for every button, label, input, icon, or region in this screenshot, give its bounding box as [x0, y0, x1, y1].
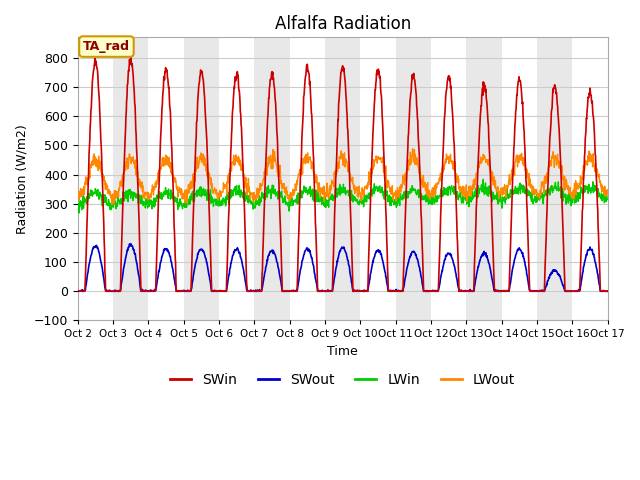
Bar [148, 37, 184, 321]
Legend: SWin, SWout, LWin, LWout: SWin, SWout, LWin, LWout [165, 368, 520, 393]
Title: Alfalfa Radiation: Alfalfa Radiation [275, 15, 411, 33]
Bar [325, 37, 360, 321]
Bar [184, 37, 219, 321]
Text: TA_rad: TA_rad [83, 40, 130, 53]
Y-axis label: Radiation (W/m2): Radiation (W/m2) [15, 124, 28, 234]
X-axis label: Time: Time [327, 345, 358, 358]
Bar [431, 37, 467, 321]
Bar [219, 37, 254, 321]
Bar [467, 37, 502, 321]
Bar [396, 37, 431, 321]
Bar [290, 37, 325, 321]
Bar [572, 37, 608, 321]
Bar [537, 37, 572, 321]
Bar [360, 37, 396, 321]
Bar [502, 37, 537, 321]
Bar [254, 37, 290, 321]
Bar [113, 37, 148, 321]
Bar [77, 37, 113, 321]
